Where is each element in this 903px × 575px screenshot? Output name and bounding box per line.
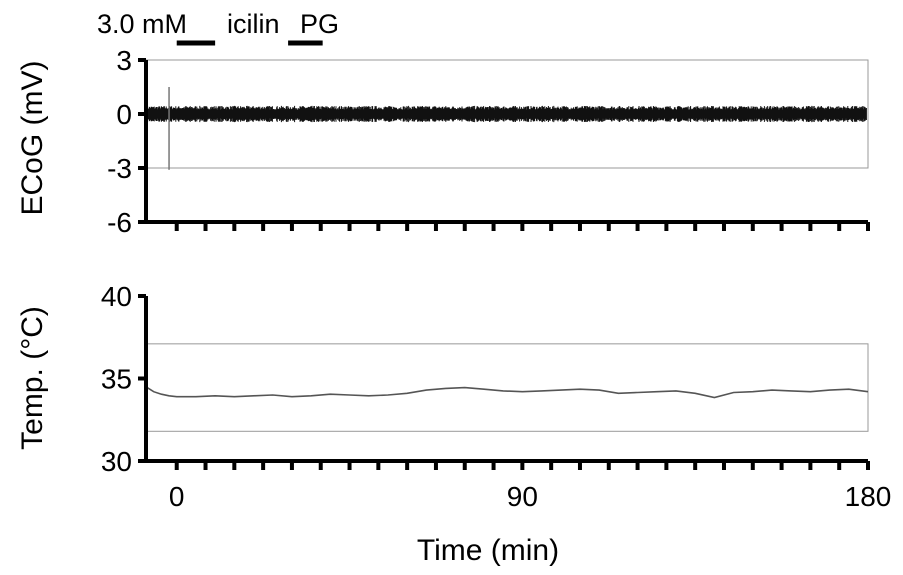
temperature-line [145,386,869,399]
x-axis-title: Time (min) [417,534,559,567]
temp-y-tick-label: 30 [101,446,132,477]
ecog-noise-trace [146,105,867,123]
temp-reference-box [145,343,869,432]
ecog-y-tick-label: 0 [116,99,132,130]
ecog-axes: 3 0 -3 -6 [107,45,870,238]
ecog-y-tick-label: -3 [107,153,132,184]
ecog-panel: 3 0 -3 -6 ECoG (mV) [16,45,870,238]
temp-y-tick-label: 40 [101,281,132,312]
x-tick-label: 90 [507,481,538,512]
drug1-label: icilin [227,9,280,39]
ecog-y-tick-label: -6 [107,207,132,238]
dose-label: 3.0 mM [97,9,187,39]
temp-y-axis-title: Temp. (°C) [16,306,49,450]
x-tick-label: 180 [845,481,892,512]
temperature-panel: 40 35 30 0 90 180 Temp. (°C) [16,281,891,512]
temp-y-tick-label: 35 [101,364,132,395]
drug2-label: PG [300,9,339,39]
ecog-y-tick-label: 3 [116,45,132,76]
temperature-axes: 40 35 30 0 90 180 [101,281,892,512]
ecog-trace [146,87,867,170]
ecog-y-axis-title: ECoG (mV) [16,60,49,215]
x-tick-label: 0 [169,481,185,512]
